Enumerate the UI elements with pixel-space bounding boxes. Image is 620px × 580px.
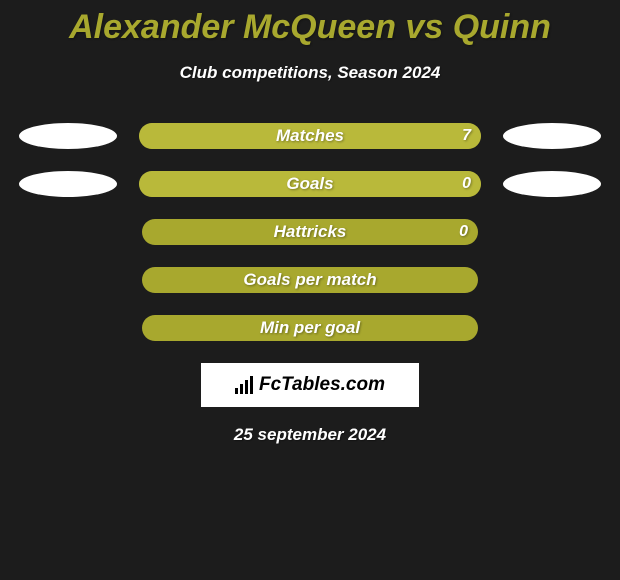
logo-text: FcTables.com [259, 374, 385, 396]
logo-box: FcTables.com [201, 363, 419, 407]
stat-row: Hattricks0 [0, 219, 620, 245]
player-ellipse-right [503, 123, 601, 149]
stat-bar: Matches7 [139, 123, 481, 149]
stats-area: Matches7Goals0Hattricks0Goals per matchM… [0, 123, 620, 341]
stat-label: Hattricks [142, 219, 478, 245]
stat-label: Min per goal [142, 315, 478, 341]
stat-bar: Goals0 [139, 171, 481, 197]
comparison-infographic: Alexander McQueen vs Quinn Club competit… [0, 0, 620, 580]
stat-row: Goals0 [0, 171, 620, 197]
logo: FcTables.com [235, 374, 385, 396]
stat-row: Min per goal [0, 315, 620, 341]
logo-bars-icon [235, 376, 255, 394]
stat-bar: Hattricks0 [142, 219, 478, 245]
stat-label: Goals [139, 171, 481, 197]
player-ellipse-left [19, 171, 117, 197]
date-text: 25 september 2024 [0, 425, 620, 445]
stat-value-right: 0 [462, 171, 471, 197]
stat-label: Matches [139, 123, 481, 149]
subtitle: Club competitions, Season 2024 [0, 63, 620, 83]
stat-label: Goals per match [142, 267, 478, 293]
player-ellipse-left [19, 123, 117, 149]
stat-row: Matches7 [0, 123, 620, 149]
player-ellipse-right [503, 171, 601, 197]
stat-bar: Min per goal [142, 315, 478, 341]
stat-value-right: 0 [459, 219, 468, 245]
stat-row: Goals per match [0, 267, 620, 293]
page-title: Alexander McQueen vs Quinn [0, 0, 620, 47]
stat-value-right: 7 [462, 123, 471, 149]
stat-bar: Goals per match [142, 267, 478, 293]
